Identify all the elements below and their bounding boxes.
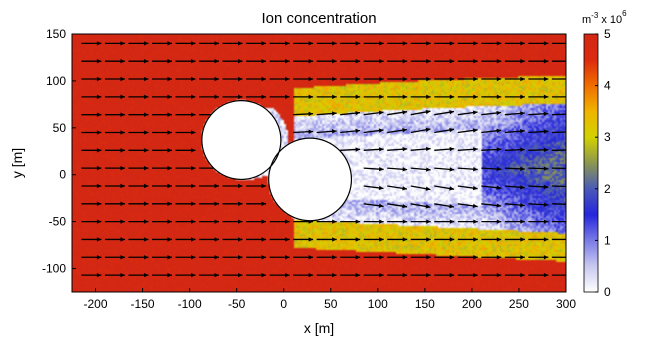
- flow-vector-head: [567, 219, 572, 223]
- y-tick-label: 150: [46, 27, 66, 41]
- x-tick-label: 250: [509, 297, 529, 311]
- x-tick-label: -200: [84, 297, 108, 311]
- x-axis-label: x [m]: [304, 320, 334, 336]
- flow-vector: [552, 186, 572, 187]
- flow-vector-head: [567, 112, 572, 116]
- colorbar-tick-label: 5: [604, 27, 611, 41]
- flow-vector: [552, 204, 572, 205]
- x-tick-label: 300: [556, 297, 576, 311]
- colorbar-tick-label: 0: [604, 285, 611, 299]
- x-tick-label: -100: [178, 297, 202, 311]
- flow-vector-head: [567, 237, 572, 241]
- flow-vector-head: [567, 148, 572, 152]
- flow-vector-head: [567, 255, 572, 259]
- flow-vector: [552, 132, 572, 133]
- y-tick-label: 50: [53, 121, 67, 135]
- colorbar: 0 1 2 3 4 5 m-3 x 106: [582, 9, 627, 299]
- flow-vector-head: [567, 59, 572, 63]
- flow-vector-head: [567, 77, 572, 81]
- flow-vector-head: [567, 202, 572, 206]
- y-tick-label: -100: [42, 262, 66, 276]
- y-axis-label: y [m]: [9, 148, 25, 178]
- flow-vector-head: [567, 166, 572, 170]
- chart-title: Ion concentration: [261, 10, 376, 27]
- x-tick-label: 200: [462, 297, 482, 311]
- flow-vector-head: [567, 95, 572, 99]
- y-axis: -100 -50 0 50 100 150: [42, 27, 76, 276]
- colorbar-tick-label: 3: [604, 130, 611, 144]
- flow-vector: [552, 114, 572, 115]
- x-tick-label: 100: [368, 297, 388, 311]
- colorbar-tick-label: 4: [604, 79, 611, 93]
- x-tick-label: -150: [131, 297, 155, 311]
- y-tick-label: 0: [59, 168, 66, 182]
- flow-vector-head: [567, 273, 572, 277]
- y-tick-label: -50: [49, 215, 67, 229]
- colorbar-tick-label: 1: [604, 233, 611, 247]
- flow-vector-head: [567, 184, 572, 188]
- colorbar-tick-label: 2: [604, 182, 611, 196]
- colorbar-scale: [584, 34, 598, 292]
- plot-area: [72, 34, 572, 292]
- y-tick-label: 100: [46, 74, 66, 88]
- flow-vector-head: [567, 130, 572, 134]
- x-tick-label: 150: [415, 297, 435, 311]
- x-tick-label: -50: [228, 297, 246, 311]
- flow-vector-head: [567, 41, 572, 45]
- colorbar-unit-label: m-3 x 106: [582, 9, 627, 26]
- x-tick-label: 50: [324, 297, 338, 311]
- x-tick-label: 0: [280, 297, 287, 311]
